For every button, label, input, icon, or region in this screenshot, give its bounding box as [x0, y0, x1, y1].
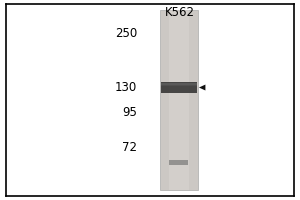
Text: K562: K562 — [165, 6, 195, 19]
Text: 250: 250 — [115, 27, 137, 40]
Bar — [161, 82, 197, 93]
Text: 72: 72 — [122, 141, 137, 154]
Text: 95: 95 — [122, 106, 137, 119]
Bar — [169, 10, 189, 190]
Bar — [160, 10, 197, 190]
Polygon shape — [199, 85, 206, 90]
Bar — [161, 83, 197, 85]
Text: 130: 130 — [115, 81, 137, 94]
Bar — [161, 85, 197, 86]
Bar — [169, 160, 188, 165]
